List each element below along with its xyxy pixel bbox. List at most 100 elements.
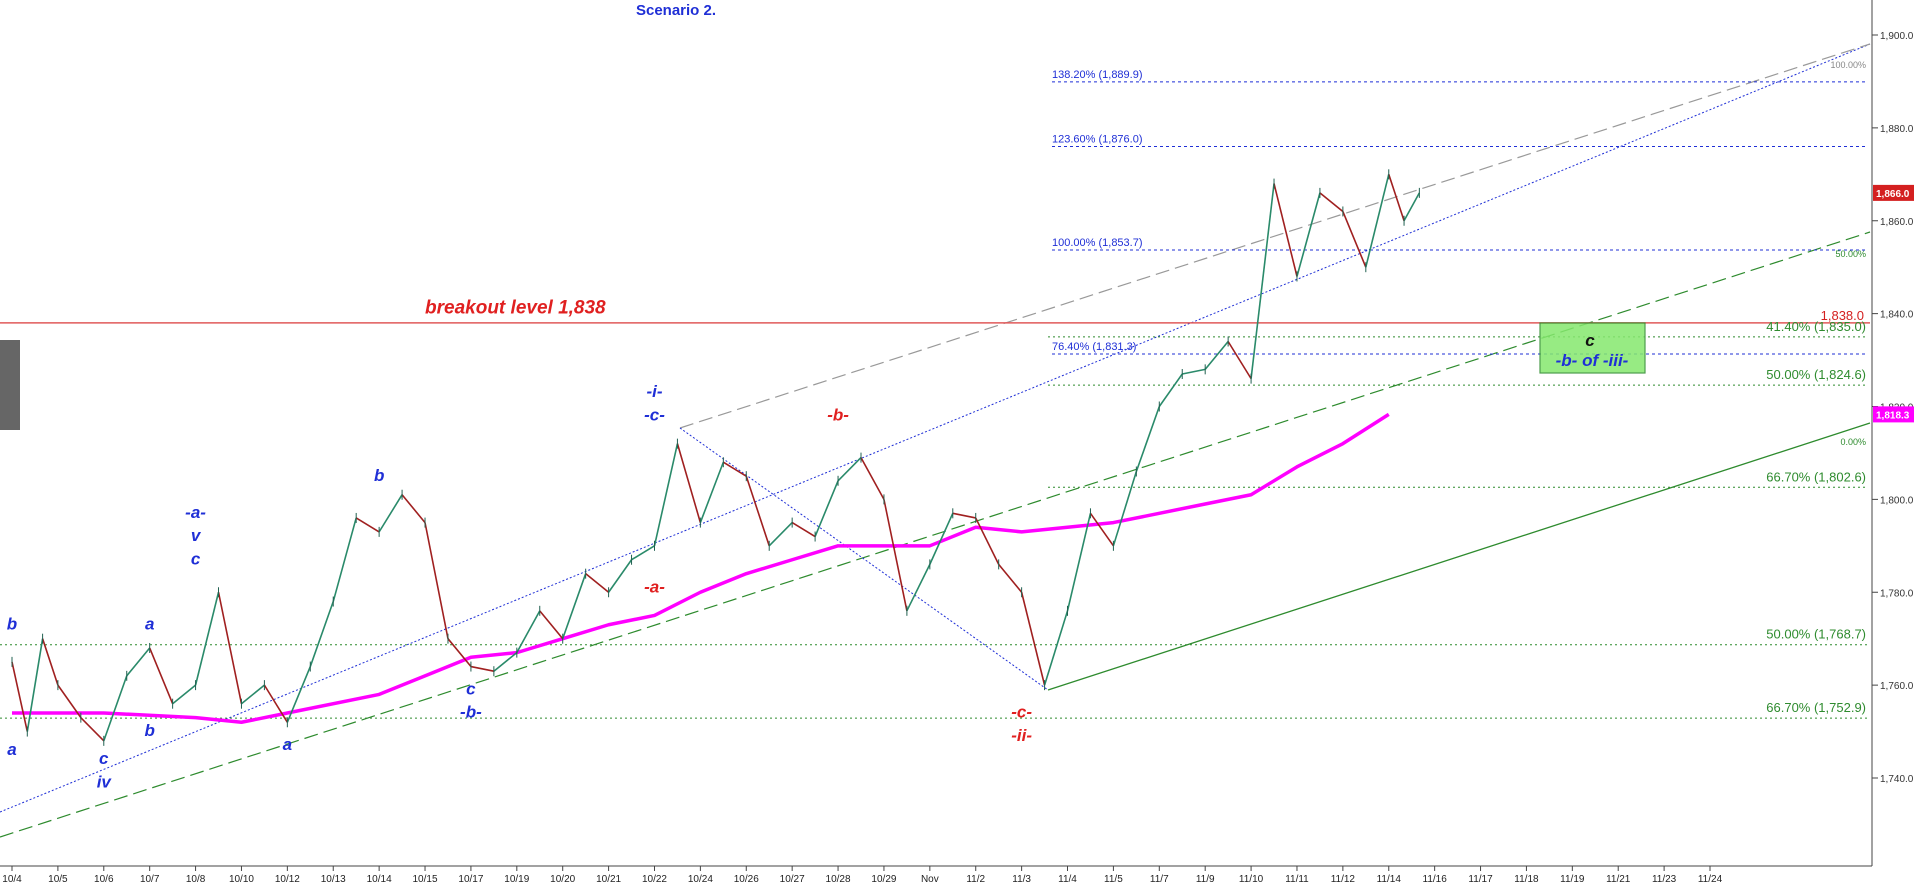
chart-title: Scenario 2.	[636, 2, 716, 19]
price-segment	[1296, 192, 1321, 277]
price-segment	[561, 573, 587, 639]
price-segment	[768, 522, 793, 547]
x-tick-label: Nov	[921, 874, 939, 885]
price-segment	[1182, 368, 1206, 375]
y-tick-label: 1,780.0	[1880, 588, 1914, 599]
x-tick-label: 10/26	[734, 874, 759, 885]
price-segment	[1273, 183, 1298, 277]
wave-label: c	[466, 679, 476, 698]
channel-label-0: 0.00%	[1840, 437, 1866, 447]
moving-average-line	[12, 412, 1390, 725]
x-tick-label: 11/16	[1423, 874, 1448, 885]
wave-label: -a-	[644, 577, 665, 596]
wave-label: -b-	[460, 703, 482, 722]
breakout-value-label: 1,838.0	[1821, 308, 1864, 323]
price-segment	[1403, 192, 1421, 222]
x-tick-label: 11/5	[1104, 874, 1123, 885]
y-tick-label: 1,840.0	[1880, 310, 1914, 321]
x-tick-label: 11/23	[1652, 874, 1677, 885]
price-segment	[470, 665, 495, 672]
price-segment	[631, 545, 655, 561]
x-tick-label: 10/12	[275, 874, 300, 885]
target-box-c-label: c	[1585, 331, 1595, 350]
price-segment	[998, 563, 1023, 593]
ma-value-badge	[1873, 406, 1914, 423]
x-tick-label: 10/13	[321, 874, 346, 885]
price-segment	[1319, 192, 1344, 213]
correction-dotted-line	[679, 427, 1049, 691]
y-tick-label: 1,740.0	[1880, 774, 1914, 785]
channel-label-100: 100.00%	[1830, 60, 1866, 70]
retrace-label: 66.70% (1,752.9)	[1766, 700, 1866, 715]
channel-lower-line	[1047, 422, 1871, 691]
wave-label: v	[191, 526, 202, 545]
price-segment	[837, 457, 862, 482]
x-tick-label: 11/19	[1560, 874, 1585, 885]
x-tick-label: 11/21	[1606, 874, 1631, 885]
price-segment	[699, 461, 725, 523]
x-tick-label: 11/4	[1058, 874, 1077, 885]
retrace-label: 50.00% (1,824.6)	[1766, 367, 1866, 382]
target-box	[1539, 322, 1646, 374]
y-tick-label: 1,860.0	[1880, 217, 1914, 228]
x-tick-label: 10/24	[688, 874, 713, 885]
price-segment	[1135, 406, 1161, 472]
price-segment	[1158, 373, 1183, 407]
price-segment	[148, 647, 174, 705]
price-segment	[929, 512, 954, 565]
price-segment	[57, 684, 82, 719]
ma-value-label: 1,818.3	[1876, 410, 1910, 421]
price-segment	[103, 675, 128, 742]
x-tick-label: 11/3	[1012, 874, 1031, 885]
price-segment	[26, 638, 44, 732]
x-tick-label: 11/7	[1150, 874, 1169, 885]
price-segment	[217, 592, 243, 704]
retrace-label: 50.00% (1,768.7)	[1766, 627, 1866, 642]
wave-label: c	[191, 549, 201, 568]
x-tick-label: 10/8	[186, 874, 206, 885]
x-tick-label: 10/4	[2, 874, 22, 885]
x-tick-label: 11/11	[1285, 874, 1309, 885]
price-segment	[860, 457, 885, 500]
price-segment	[447, 638, 472, 668]
price-segment	[585, 573, 610, 593]
x-tick-label: 10/6	[94, 874, 114, 885]
y-tick-label: 1,800.0	[1880, 495, 1914, 506]
price-segment	[883, 499, 908, 611]
price-segment	[263, 684, 289, 723]
fib-label: 76.40% (1,831.3)	[1052, 341, 1136, 353]
wave-label: -a-	[185, 503, 206, 522]
price-segment	[194, 592, 220, 686]
channel-label-50: 50.00%	[1835, 249, 1866, 259]
wave-label: b	[7, 614, 17, 633]
price-segment	[1342, 211, 1367, 268]
wave-label: -c-	[1011, 703, 1032, 722]
price-segment	[240, 684, 265, 705]
price-segment	[401, 494, 426, 524]
fib-label: 100.00% (1,853.7)	[1052, 237, 1143, 249]
x-tick-label: 10/19	[504, 874, 529, 885]
retrace-label: 41.40% (1,835.0)	[1766, 319, 1866, 334]
x-tick-label: 10/22	[642, 874, 667, 885]
price-segment	[1204, 340, 1229, 370]
price-segment	[41, 638, 59, 686]
price-segment	[11, 661, 29, 732]
side-tab	[0, 340, 20, 430]
target-box-title: -b- of -iii-	[1556, 351, 1629, 370]
wave-label: c	[99, 749, 109, 768]
x-tick-label: 11/18	[1514, 874, 1539, 885]
price-segment	[722, 461, 747, 477]
price-segment	[332, 517, 357, 602]
price-segment	[1227, 341, 1252, 380]
x-tick-label: 10/29	[871, 874, 896, 885]
price-segment	[516, 610, 541, 654]
fib-label: 138.20% (1,889.9)	[1052, 69, 1143, 81]
y-tick-label: 1,880.0	[1880, 124, 1914, 135]
price-segment	[172, 684, 197, 705]
price-segment	[493, 651, 518, 672]
price-segment	[378, 494, 403, 533]
price-segment	[1043, 610, 1069, 686]
price-segment	[952, 512, 976, 519]
wave-label: -c-	[644, 405, 665, 424]
